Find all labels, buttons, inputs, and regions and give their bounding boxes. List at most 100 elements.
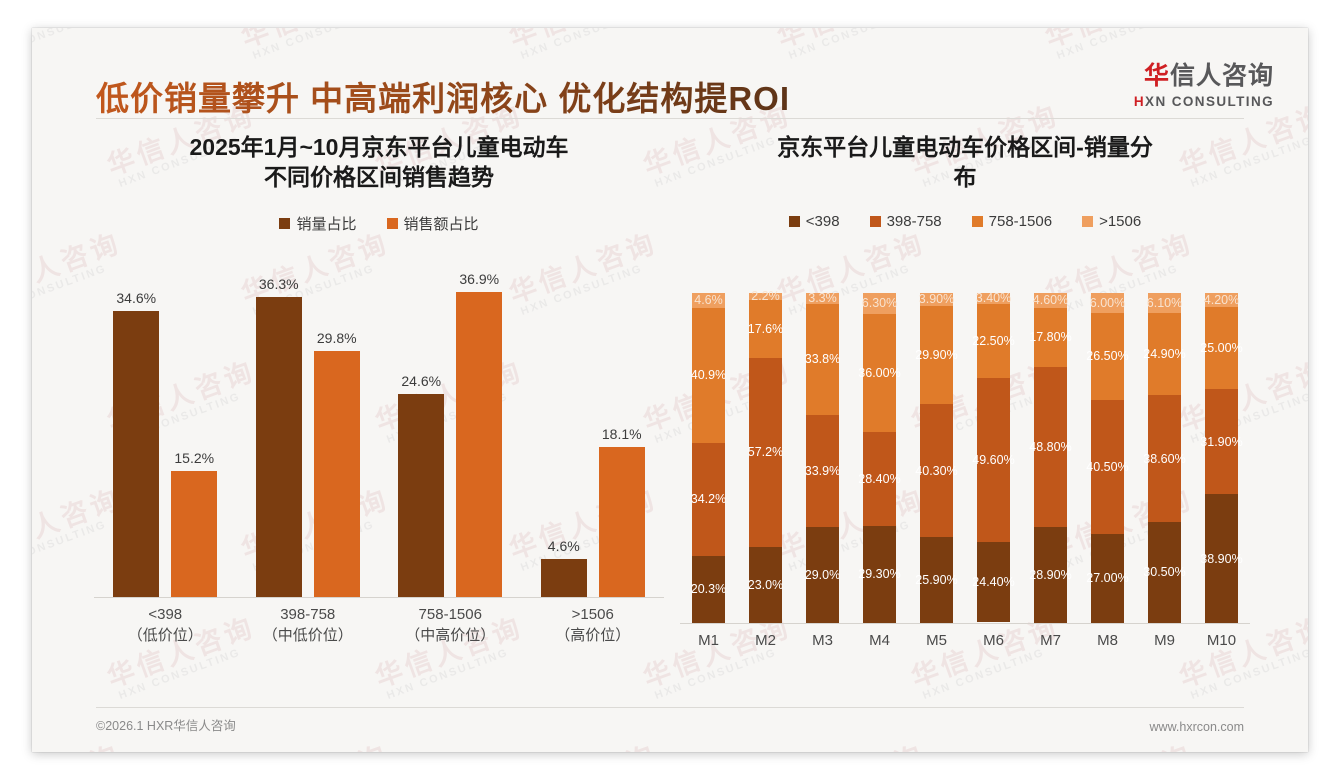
stacked-segment[interactable]: 22.50% (972, 303, 1015, 379)
stacked-segment[interactable]: 33.8% (804, 303, 841, 416)
stacked-bar[interactable]: 3.3% 33.8% 33.9% 29.0% (804, 291, 841, 623)
bar-fill (398, 393, 445, 597)
stacked-segment[interactable]: 38.60% (1143, 394, 1186, 523)
stacked-segment[interactable]: 6.00% (1090, 292, 1125, 313)
stacked-segment[interactable]: 33.9% (805, 415, 840, 527)
stacked-bar[interactable]: 4.20% 25.00% 31.90% 38.90% (1200, 293, 1243, 623)
logo-en-rest: XN CONSULTING (1145, 94, 1274, 109)
stacked-segment[interactable]: 36.00% (858, 313, 901, 433)
stacked-segment[interactable]: 28.40% (858, 432, 901, 527)
stacked-segment[interactable]: 31.90% (1200, 389, 1243, 495)
stacked-segment[interactable]: 4.20% (1204, 293, 1239, 307)
right-chart-title-line2: 布 (953, 164, 977, 191)
stacked-segment[interactable]: 29.30% (858, 526, 901, 623)
stacked-segment[interactable]: 29.0% (804, 526, 841, 623)
stacked-bar-column: 6.00% 26.50% 40.50% 27.00% (1079, 292, 1136, 623)
stacked-segment[interactable]: 23.0% (747, 546, 784, 623)
stacked-bar[interactable]: 4.60% 17.80% 48.80% 28.90% (1029, 292, 1072, 623)
right-chart-panel: 京东平台儿童电动车价格区间-销量分 布 <398 398-758 758-1506 >… (680, 132, 1250, 712)
legend-item[interactable]: 758-1506 (971, 212, 1053, 230)
stacked-segment[interactable]: 40.50% (1086, 399, 1129, 534)
category-label-sub: （高价位） (555, 627, 631, 645)
segment-value-label: 24.90% (1143, 346, 1186, 361)
bar[interactable]: 36.9% (456, 271, 503, 597)
stacked-segment[interactable]: 49.60% (972, 378, 1015, 542)
stacked-segment[interactable]: 40.9% (691, 307, 726, 443)
stacked-bar[interactable]: 6.10% 24.90% 38.60% 30.50% (1143, 292, 1186, 623)
stacked-segment[interactable]: 4.6% (692, 292, 725, 308)
stacked-segment[interactable]: 27.00% (1086, 533, 1129, 623)
segment-value-label: 33.8% (804, 352, 841, 367)
stacked-segment[interactable]: 3.90% (919, 292, 954, 306)
bar[interactable]: 4.6% (540, 538, 587, 597)
stacked-bar[interactable]: 3.40% 22.50% 49.60% 24.40% (972, 291, 1015, 623)
bar[interactable]: 36.3% (255, 276, 302, 597)
stacked-segment[interactable]: 34.2% (691, 442, 726, 556)
stacked-segment[interactable]: 26.50% (1086, 312, 1129, 400)
segment-value-label: 26.50% (1086, 349, 1129, 364)
legend-label: 758-1506 (988, 212, 1053, 230)
stacked-bar[interactable]: 6.00% 26.50% 40.50% 27.00% (1086, 292, 1129, 623)
stacked-bar-column: 3.90% 29.90% 40.30% 25.90% (908, 292, 965, 623)
category-label: M9 (1154, 631, 1175, 649)
legend-item[interactable]: 销量占比 (279, 213, 357, 234)
category-label-main: 758-1506 (418, 605, 482, 623)
stacked-segment[interactable]: 20.3% (691, 555, 726, 623)
category-label: M5 (926, 631, 947, 649)
bar-fill (255, 297, 302, 597)
logo-english: HXN CONSULTING (1134, 95, 1274, 109)
bar[interactable]: 15.2% (171, 450, 218, 597)
left-chart-title-line1: 2025年1月~10月京东平台儿童电动车 (189, 134, 569, 160)
bar-value-label: 24.6% (401, 372, 442, 389)
stacked-segment[interactable]: 17.80% (1029, 307, 1072, 367)
stacked-segment[interactable]: 24.40% (972, 541, 1015, 623)
legend-item[interactable]: 398-758 (869, 213, 942, 230)
stacked-segment[interactable]: 6.30% (862, 292, 897, 314)
category-label: M7 (1040, 631, 1061, 649)
stacked-bar[interactable]: 3.90% 29.90% 40.30% 25.90% (915, 292, 958, 623)
segment-value-label: 29.0% (804, 567, 841, 582)
segment-value-label: 38.90% (1200, 551, 1243, 566)
bar[interactable]: 18.1% (598, 426, 645, 597)
category-label: M10 (1206, 631, 1237, 649)
segment-value-label: 36.00% (858, 365, 901, 380)
stacked-segment[interactable]: 28.90% (1029, 527, 1072, 623)
stacked-segment[interactable]: 38.90% (1200, 494, 1243, 623)
stacked-bar[interactable]: 4.6% 40.9% 34.2% 20.3% (691, 292, 726, 623)
stacked-segment[interactable]: 29.90% (915, 305, 958, 405)
segment-value-label: 25.00% (1200, 340, 1243, 355)
stacked-segment[interactable]: 6.10% (1147, 292, 1182, 313)
stacked-segment[interactable]: 17.6% (747, 299, 784, 359)
stacked-segment[interactable]: 40.30% (915, 404, 958, 538)
footer-website[interactable]: www.hxrcon.com (1149, 720, 1244, 734)
legend-item[interactable]: >1506 (1082, 213, 1141, 230)
bar[interactable]: 29.8% (313, 330, 360, 597)
stacked-segment[interactable]: 25.90% (915, 537, 958, 623)
logo-en-accent: H (1133, 94, 1146, 109)
bar[interactable]: 24.6% (398, 373, 445, 597)
legend-item[interactable]: <398 (788, 213, 840, 230)
stacked-segment[interactable]: 30.50% (1143, 522, 1186, 623)
bar[interactable]: 34.6% (113, 290, 160, 597)
stacked-segment[interactable]: 3.40% (976, 291, 1011, 305)
segment-value-label: 4.6% (694, 293, 723, 308)
stacked-segment[interactable]: 24.90% (1143, 312, 1186, 395)
stacked-segment[interactable]: 48.80% (1029, 366, 1072, 528)
right-chart-axis-line (680, 622, 1250, 624)
legend-swatch-icon (788, 215, 800, 227)
segment-value-label: 23.0% (747, 577, 784, 592)
stacked-segment[interactable]: 25.00% (1200, 306, 1243, 390)
stacked-segment[interactable]: 2.2% (749, 289, 782, 303)
stacked-segment[interactable]: 3.3% (806, 291, 839, 305)
segment-value-label: 17.6% (747, 322, 784, 336)
stacked-segment[interactable]: 57.2% (748, 358, 783, 547)
stacked-bar[interactable]: 2.2% 17.6% 57.2% 23.0% (747, 289, 784, 623)
stacked-segment[interactable]: 4.60% (1033, 292, 1068, 308)
stacked-bar[interactable]: 6.30% 36.00% 28.40% 29.30% (858, 292, 901, 623)
right-chart-plot: 4.6% 40.9% 34.2% 20.3% 2.2% 17.6% 57.2% 23.0% 3.… (680, 254, 1250, 672)
legend-item[interactable]: 销售额占比 (386, 213, 479, 234)
left-chart-title: 2025年1月~10月京东平台儿童电动车 不同价格区间销售趋势 (94, 132, 664, 193)
